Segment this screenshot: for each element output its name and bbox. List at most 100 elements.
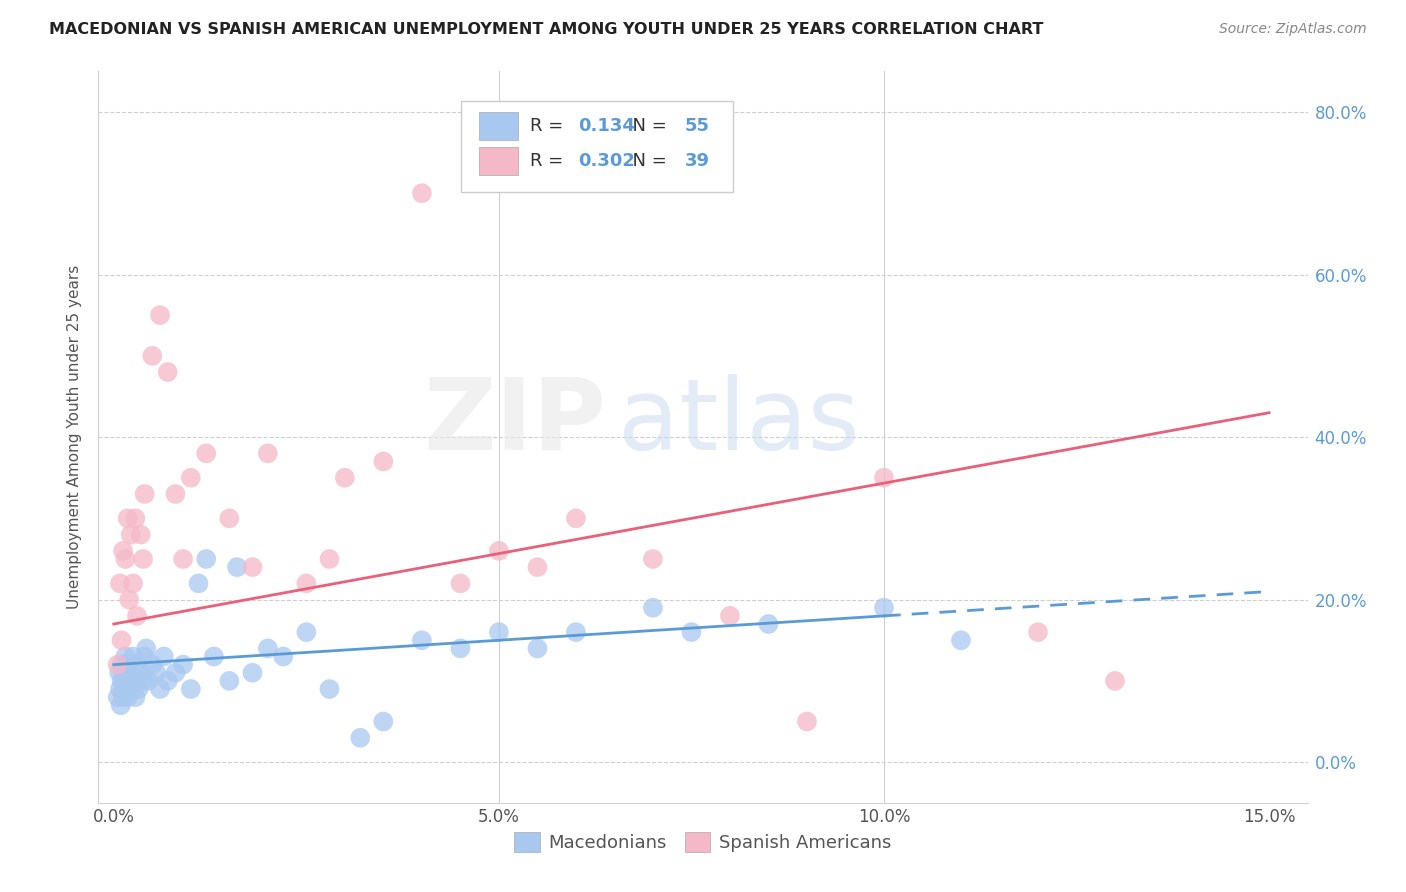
Point [107, 690, 129, 705]
Point [112, 690, 135, 705]
Point [107, 657, 129, 672]
Point [145, 665, 167, 680]
Point [172, 552, 194, 566]
Point [1026, 625, 1049, 640]
Point [117, 690, 139, 705]
Point [125, 657, 148, 672]
Point [135, 641, 157, 656]
Point [112, 665, 135, 680]
Point [165, 665, 187, 680]
Text: Source: ZipAtlas.com: Source: ZipAtlas.com [1219, 22, 1367, 37]
Point [873, 600, 896, 615]
Point [114, 681, 136, 696]
Point [125, 608, 148, 623]
Point [449, 576, 471, 591]
Point [373, 454, 395, 468]
FancyBboxPatch shape [479, 147, 517, 175]
Y-axis label: Unemployment Among Youth under 25 years: Unemployment Among Youth under 25 years [67, 265, 83, 609]
Point [641, 600, 664, 615]
Point [195, 552, 218, 566]
Point [180, 681, 202, 696]
Point [873, 471, 896, 485]
Point [411, 186, 433, 201]
Point [120, 665, 142, 680]
Point [295, 625, 318, 640]
Point [242, 560, 264, 574]
Text: N =: N = [621, 153, 672, 170]
Text: R =: R = [530, 117, 569, 136]
Point [141, 349, 163, 363]
Text: 0.302: 0.302 [578, 153, 636, 170]
Point [411, 633, 433, 648]
Point [127, 681, 149, 696]
Point [202, 649, 225, 664]
Point [129, 527, 152, 541]
Point [118, 681, 141, 696]
Point [134, 649, 156, 664]
Point [758, 617, 780, 632]
Point [195, 446, 218, 460]
Point [124, 511, 146, 525]
Point [488, 625, 510, 640]
Point [120, 527, 142, 541]
Point [172, 657, 194, 672]
Point [156, 673, 179, 688]
Point [257, 446, 280, 460]
Point [114, 552, 136, 566]
Point [718, 608, 741, 623]
Point [118, 592, 141, 607]
Text: 0.134: 0.134 [578, 117, 636, 136]
Point [187, 576, 209, 591]
Point [565, 511, 588, 525]
Point [449, 641, 471, 656]
Point [132, 673, 155, 688]
Point [318, 552, 340, 566]
FancyBboxPatch shape [479, 112, 517, 140]
Point [110, 673, 132, 688]
Point [226, 560, 249, 574]
Point [108, 681, 131, 696]
Point [132, 552, 155, 566]
Point [681, 625, 703, 640]
Point [349, 731, 371, 745]
Point [318, 681, 340, 696]
Text: N =: N = [621, 117, 672, 136]
Point [141, 657, 163, 672]
Point [138, 673, 160, 688]
Point [117, 511, 139, 525]
Point [122, 673, 145, 688]
Point [488, 544, 510, 558]
FancyBboxPatch shape [461, 101, 734, 192]
Point [134, 487, 156, 501]
Point [565, 625, 588, 640]
Point [108, 665, 131, 680]
Point [129, 665, 152, 680]
Point [333, 471, 356, 485]
Text: R =: R = [530, 153, 569, 170]
Text: MACEDONIAN VS SPANISH AMERICAN UNEMPLOYMENT AMONG YOUTH UNDER 25 YEARS CORRELATI: MACEDONIAN VS SPANISH AMERICAN UNEMPLOYM… [49, 22, 1043, 37]
Point [153, 649, 176, 664]
Point [218, 673, 240, 688]
Point [950, 633, 973, 648]
Text: ZIP: ZIP [423, 374, 606, 471]
Point [149, 308, 172, 322]
Point [641, 552, 664, 566]
Point [1104, 673, 1126, 688]
Legend: Macedonians, Spanish Americans: Macedonians, Spanish Americans [508, 824, 898, 860]
Point [295, 576, 318, 591]
Point [180, 471, 202, 485]
Point [271, 649, 294, 664]
Text: atlas: atlas [619, 374, 860, 471]
Point [110, 633, 132, 648]
Point [149, 681, 172, 696]
Point [218, 511, 240, 525]
Text: 55: 55 [685, 117, 710, 136]
Point [115, 673, 138, 688]
Point [257, 641, 280, 656]
Point [118, 657, 141, 672]
Point [110, 698, 132, 713]
Point [122, 576, 145, 591]
Point [156, 365, 179, 379]
Point [796, 714, 818, 729]
Point [526, 560, 548, 574]
